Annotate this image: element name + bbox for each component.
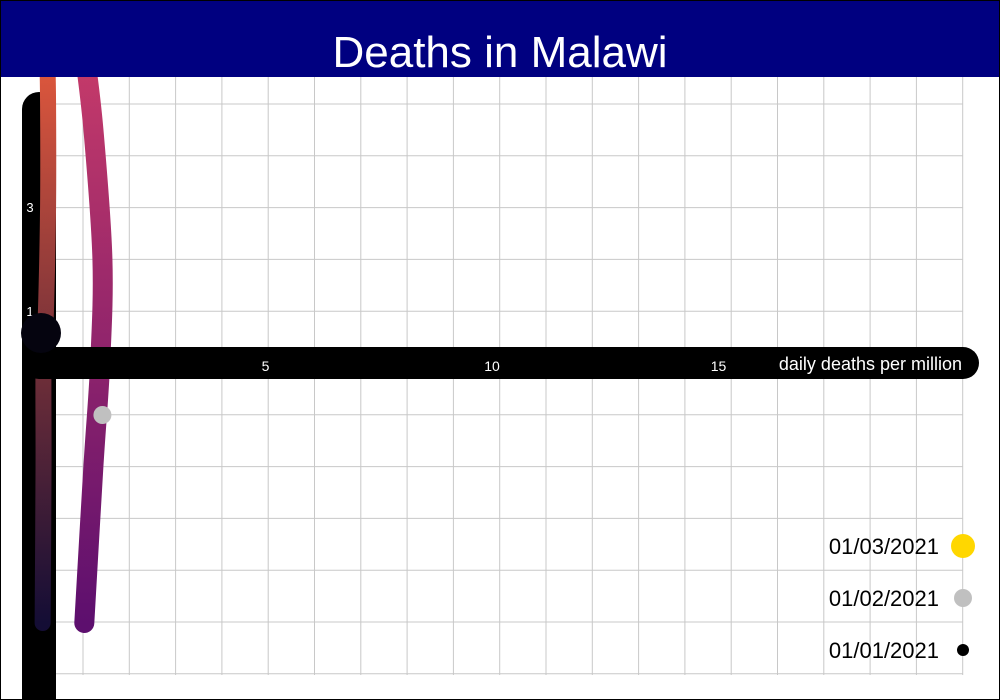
legend-label: 01/03/2021 <box>829 534 939 559</box>
data-marker <box>93 406 112 424</box>
y-tick-label: 1 <box>26 304 33 319</box>
x-axis: 5 10 15 daily deaths per million <box>21 313 979 379</box>
legend-label: 01/02/2021 <box>829 586 939 611</box>
legend-label: 01/01/2021 <box>829 638 939 663</box>
series-line-1 <box>74 41 113 633</box>
title-bar: Deaths in Malawi <box>1 1 999 77</box>
legend: 01/03/2021 01/02/2021 01/01/2021 <box>829 534 975 663</box>
axis-origin-cap <box>21 313 61 353</box>
chart-title: Deaths in Malawi <box>332 28 668 77</box>
x-tick-label: 5 <box>262 358 270 374</box>
legend-marker <box>954 589 972 607</box>
x-tick-label: 15 <box>711 358 727 374</box>
legend-marker <box>951 534 975 558</box>
legend-marker <box>957 644 969 656</box>
x-tick-label: 10 <box>484 358 500 374</box>
marker-layer <box>93 406 112 424</box>
x-axis-title: daily deaths per million <box>779 354 962 374</box>
y-tick-label: 3 <box>26 200 33 215</box>
